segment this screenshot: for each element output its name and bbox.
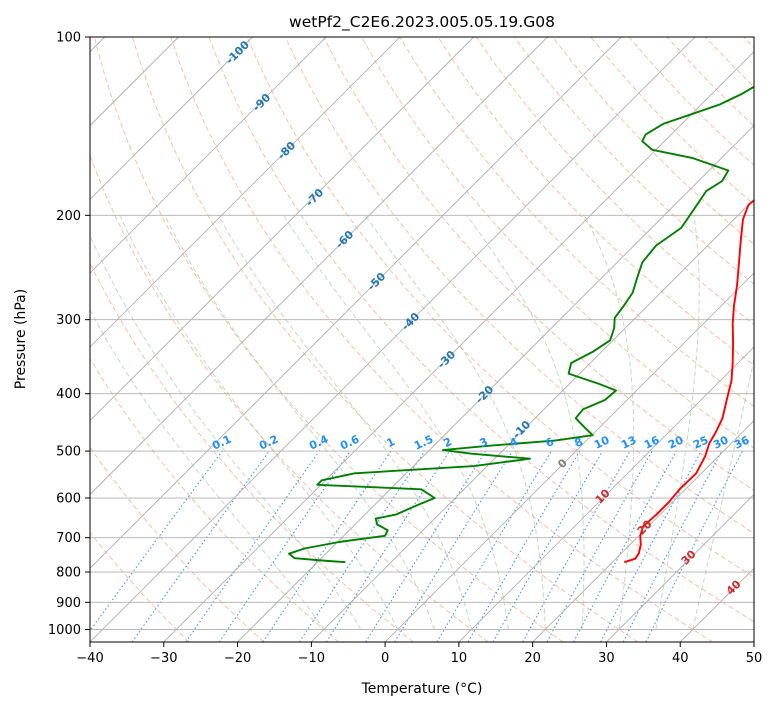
mixing-ratio-line bbox=[299, 450, 426, 642]
isotherm-line bbox=[90, 37, 622, 569]
mixing-ratio-line bbox=[522, 450, 631, 642]
x-tick-label: 40 bbox=[672, 651, 689, 666]
mixing-ratio-label: 36 bbox=[732, 433, 752, 451]
isotherm-line bbox=[90, 37, 401, 348]
y-axis-title: Pressure (hPa) bbox=[13, 289, 29, 389]
dry-adiabat-line bbox=[132, 37, 639, 642]
isotherm-line bbox=[311, 198, 754, 642]
x-tick-label: 50 bbox=[746, 651, 763, 666]
dry-adiabat-line bbox=[323, 37, 754, 492]
y-tick-label: 600 bbox=[56, 492, 81, 507]
mixing-ratio-label: 25 bbox=[691, 433, 710, 451]
x-tick-label: −20 bbox=[224, 651, 251, 666]
moist-adiabat-line bbox=[217, 215, 472, 630]
dry-adiabat-line bbox=[90, 357, 339, 642]
isotherm-line bbox=[90, 37, 474, 422]
dry-adiabat-line bbox=[90, 531, 190, 642]
temperature-profile-line bbox=[624, 199, 754, 564]
y-tick-label: 900 bbox=[56, 596, 81, 611]
isotherm-line bbox=[90, 37, 327, 274]
mixing-ratio-line bbox=[325, 450, 450, 642]
x-tick-label: −30 bbox=[150, 651, 177, 666]
plot-frame bbox=[89, 36, 755, 643]
moist-adiabat-line bbox=[90, 308, 325, 630]
dry-adiabat-line bbox=[208, 37, 754, 623]
mixing-ratio-line bbox=[573, 450, 677, 642]
y-tick-label: 800 bbox=[56, 566, 81, 581]
y-tick-label: 400 bbox=[56, 387, 81, 402]
isotherm-line bbox=[532, 420, 754, 642]
mixing-ratio-label: 16 bbox=[642, 433, 662, 451]
dry-adiabat-line bbox=[90, 446, 265, 642]
dry-adiabat-line bbox=[170, 37, 713, 642]
dry-adiabat-line bbox=[284, 37, 754, 535]
x-tick-label: 20 bbox=[524, 651, 541, 666]
y-tick-label: 300 bbox=[56, 313, 81, 328]
mixing-ratio-label: 10 bbox=[592, 433, 612, 451]
x-axis-title: Temperature (°C) bbox=[361, 681, 483, 697]
mixing-ratio-line bbox=[131, 450, 270, 642]
mixing-ratio-label: 20 bbox=[666, 433, 686, 451]
x-tick-label: 0 bbox=[381, 651, 389, 666]
x-tick-label: −10 bbox=[298, 651, 325, 666]
y-tick-label: 700 bbox=[56, 531, 81, 546]
dewpoint-profile-line bbox=[288, 85, 754, 564]
y-tick-label: 200 bbox=[56, 209, 81, 224]
dry-adiabat-line bbox=[90, 154, 489, 642]
chart-title: wetPf2_C2E6.2023.005.05.19.G08 bbox=[289, 13, 555, 32]
mixing-ratio-line bbox=[90, 450, 223, 632]
dry-adiabat-line bbox=[90, 262, 414, 642]
y-tick-label: 1000 bbox=[48, 623, 81, 638]
isotherm-line bbox=[90, 37, 548, 496]
moist-adiabat-line bbox=[119, 215, 399, 630]
dry-adiabat-line bbox=[93, 37, 564, 642]
dry-adiabat-line bbox=[361, 37, 754, 449]
mixing-ratio-line bbox=[546, 450, 653, 642]
mixing-ratio-line bbox=[185, 450, 320, 642]
mixing-ratio-line bbox=[645, 450, 743, 642]
isotherm-line bbox=[90, 37, 253, 200]
mixing-ratio-label: 13 bbox=[619, 433, 638, 451]
isotherm-line bbox=[384, 272, 754, 642]
x-tick-label: 10 bbox=[451, 651, 468, 666]
dry-adiabat-line bbox=[437, 37, 754, 366]
x-tick-label: −40 bbox=[76, 651, 103, 666]
isotherm-line bbox=[90, 37, 696, 642]
x-tick-label: 30 bbox=[598, 651, 615, 666]
isotherm-line bbox=[458, 346, 754, 642]
y-tick-label: 100 bbox=[56, 31, 81, 46]
mixing-ratio-line bbox=[218, 450, 351, 642]
isotherm-line bbox=[606, 493, 754, 642]
mixing-ratio-line bbox=[394, 450, 513, 642]
mixing-ratio-label: 30 bbox=[711, 433, 731, 451]
isotherm-line bbox=[163, 51, 754, 642]
mixing-ratio-line bbox=[262, 450, 392, 642]
y-tick-label: 500 bbox=[56, 445, 81, 460]
